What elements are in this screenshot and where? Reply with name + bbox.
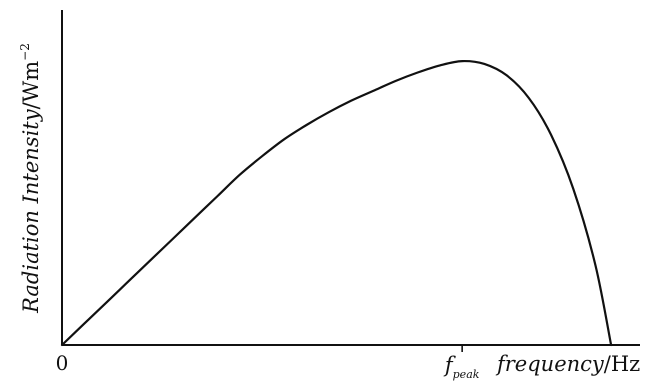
y-axis-label-unit: /Wm	[19, 61, 43, 110]
f-peak-subscript: peak	[453, 368, 480, 381]
x-axis-label-quantity: frequency	[495, 352, 605, 376]
x-axis-label-unit: /Hz	[604, 352, 640, 376]
y-axis-label-quantity: Radiation Intensity	[19, 108, 43, 314]
origin-label: 0	[56, 351, 69, 375]
f-peak-symbol: f	[443, 353, 456, 377]
x-axis-label: frequency/Hz	[495, 352, 640, 376]
y-axis-label: Radiation Intensity/Wm−2	[18, 43, 43, 314]
y-axis-label-exponent: −2	[18, 43, 32, 61]
x-tick-label-f-peak: fpeak	[443, 353, 480, 381]
series-line-radiation-intensity	[60, 59, 613, 347]
